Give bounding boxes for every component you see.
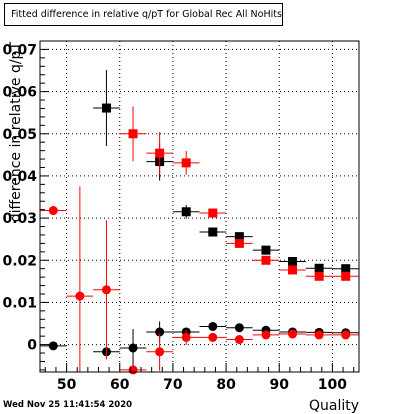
data-point: [234, 323, 244, 333]
data-point: [155, 148, 165, 158]
y-tick-label: 0.07: [2, 42, 37, 58]
data-point: [48, 341, 58, 351]
data-point: [181, 207, 191, 217]
timestamp: Wed Nov 25 11:41:54 2020: [3, 400, 133, 410]
data-point: [341, 330, 351, 340]
data-point: [288, 257, 298, 267]
data-point: [48, 206, 58, 216]
plot-frame: [39, 40, 360, 373]
data-point: [208, 208, 218, 218]
data-point: [341, 264, 351, 274]
x-tick-label: 80: [216, 377, 236, 393]
x-tick-label: 50: [57, 377, 77, 393]
y-tick-label: 0.05: [2, 127, 37, 143]
series-4: [40, 186, 359, 375]
data-point: [261, 245, 271, 255]
y-tick-label: 0: [27, 338, 37, 354]
data-point: [261, 330, 271, 340]
data-point: [234, 238, 244, 248]
data-point: [314, 330, 324, 340]
series-2: [119, 106, 359, 281]
data-point: [314, 271, 324, 281]
data-point: [288, 329, 298, 339]
data-point: [128, 129, 138, 139]
data-point: [181, 158, 191, 168]
x-tick-label: 100: [318, 377, 347, 393]
data-point: [341, 271, 351, 281]
data-point: [234, 232, 244, 242]
data-point: [234, 335, 244, 345]
data-point: [155, 327, 165, 337]
y-tick-label: 0.03: [2, 211, 37, 227]
data-point: [208, 227, 218, 237]
series-1: [93, 70, 359, 274]
data-point: [155, 347, 165, 357]
y-tick-label: 0.06: [2, 85, 37, 101]
data-point: [101, 103, 111, 113]
data-point: [181, 332, 191, 342]
y-tick-label: 0.04: [2, 169, 37, 185]
x-tick-label: 60: [110, 377, 130, 393]
data-point: [208, 332, 218, 342]
y-axis-title: difference in relative q/pT: [8, 42, 24, 223]
y-tick-label: 0.01: [2, 295, 37, 311]
data-point: [261, 255, 271, 265]
data-point: [101, 285, 111, 295]
series-3: [40, 321, 359, 367]
data-point: [75, 291, 85, 301]
data-point: [288, 265, 298, 275]
axis-ticks: 0 0.01 0.02 0.03 0.04 0.05 0.06 0.07 50 60 70 80 90 1…: [2, 42, 355, 393]
y-tick-label: 0.02: [2, 253, 37, 269]
chart-title: Fitted difference in relative q/pT for G…: [4, 3, 283, 26]
data-point: [314, 263, 324, 273]
data-point: [128, 343, 138, 353]
x-tick-label: 70: [163, 377, 183, 393]
grid: [40, 41, 359, 372]
data-series: [40, 70, 359, 375]
data-point: [208, 321, 218, 331]
x-tick-label: 90: [270, 377, 290, 393]
x-axis-title: Quality: [309, 398, 359, 414]
